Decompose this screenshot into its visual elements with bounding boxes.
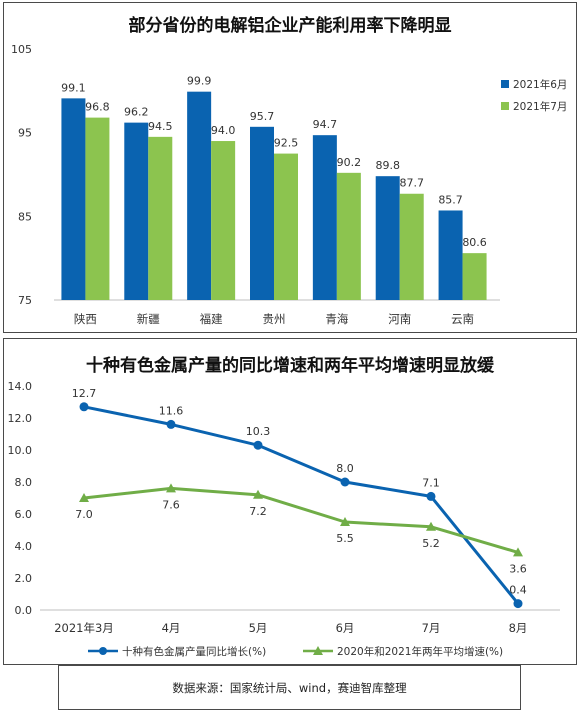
bar-jul-c2 — [211, 141, 236, 300]
point-s1-c0 — [79, 493, 89, 502]
bar-jul-c4 — [336, 172, 361, 300]
x-tick-label-c0: 2021年3月 — [54, 621, 114, 635]
point-s1-c1 — [166, 483, 176, 493]
point-s0-c0 — [79, 402, 89, 412]
y-tick-label-0: 75 — [18, 294, 32, 307]
bar-jun-c1 — [124, 122, 149, 300]
point-s1-c3 — [340, 517, 350, 526]
x-tick-label-c5: 8月 — [509, 621, 528, 635]
legend-label-0: 十种有色金属产量同比增长(%) — [122, 645, 266, 658]
x-tick-label-c1: 4月 — [162, 621, 181, 635]
bar-chart-panel: 部分省份的电解铝企业产能利用率下降明显 75 85 95 105 陕西 99.1 96.8 新… — [3, 2, 577, 333]
data-label-s1-c4: 5.2 — [422, 537, 440, 550]
data-label-s1-c0: 7.0 — [75, 508, 93, 521]
data-label-jun-c1: 96.2 — [124, 106, 149, 119]
data-label-s0-c4: 7.1 — [422, 476, 440, 489]
data-label-jul-c5: 87.7 — [399, 177, 424, 190]
y-tick-label-7: 14.0 — [8, 380, 33, 393]
point-s0-c5 — [513, 599, 523, 609]
x-tick-label-c0: 陕西 — [74, 312, 97, 326]
line-chart-title: 十种有色金属产量的同比增速和两年平均增速明显放缓 — [86, 356, 494, 376]
bar-jun-c4 — [312, 135, 337, 300]
legend-marker-0 — [99, 647, 107, 655]
data-label-jun-c0: 99.1 — [61, 81, 86, 94]
point-s1-c5 — [513, 547, 523, 557]
x-tick-label-c1: 新疆 — [137, 312, 160, 326]
point-s0-c2 — [253, 440, 263, 450]
data-label-s0-c2: 10.3 — [246, 425, 271, 438]
line-chart: 0.0 2.0 4.0 6.0 8.0 10.0 12.0 14.0 2021年3月 4月 5月 6月… — [8, 380, 560, 658]
bar-chart-title: 部分省份的电解铝企业产能利用率下降明显 — [128, 16, 452, 36]
data-label-s1-c1: 7.6 — [162, 498, 180, 511]
data-label-jun-c5: 89.8 — [375, 159, 400, 172]
data-label-s1-c5: 3.6 — [509, 562, 527, 575]
data-label-s0-c5: 0.4 — [509, 584, 527, 597]
data-label-jun-c2: 99.9 — [187, 75, 212, 88]
bar-jun-c0 — [61, 98, 86, 300]
data-label-jun-c4: 94.7 — [313, 118, 338, 131]
data-label-jul-c0: 96.8 — [85, 101, 110, 114]
bar-jul-c5 — [399, 193, 424, 300]
series-line-1 — [83, 486, 519, 554]
y-tick-label-4: 8.0 — [15, 476, 33, 489]
x-tick-label-c2: 福建 — [200, 312, 223, 326]
point-s0-c1 — [166, 419, 176, 429]
bar-jul-c0 — [85, 117, 110, 301]
x-tick-label-c5: 河南 — [388, 312, 411, 326]
bar-chart: 75 85 95 105 陕西 99.1 96.8 新疆 96.294.5 福建 99.9 94.0 贵… — [11, 43, 567, 326]
bar-jun-c5 — [375, 176, 400, 300]
legend-swatch-1 — [501, 102, 509, 110]
data-label-jun-c3: 95.7 — [250, 110, 275, 123]
data-label-jul-c1: 94.5 — [148, 120, 173, 133]
point-s0-c4 — [426, 491, 436, 501]
x-tick-label-c3: 6月 — [336, 621, 355, 635]
point-s0-c3 — [340, 477, 350, 487]
y-tick-label-3: 105 — [11, 43, 32, 56]
source-note: 数据来源：国家统计局、wind，赛迪智库整理 — [58, 665, 521, 710]
legend-label-1: 2020年和2021年两年平均增速(%) — [337, 645, 503, 658]
bar-jul-c6 — [462, 253, 487, 300]
data-label-jul-c4: 90.2 — [337, 156, 362, 169]
data-label-jul-c6: 80.6 — [462, 236, 487, 249]
bar-jun-c6 — [438, 210, 463, 300]
y-tick-label-1: 85 — [18, 210, 32, 223]
y-tick-label-0: 0.0 — [15, 604, 33, 617]
y-tick-label-2: 4.0 — [15, 540, 33, 553]
data-label-s1-c3: 5.5 — [336, 532, 354, 545]
data-label-jul-c2: 94.0 — [211, 124, 236, 137]
bar-jun-c3 — [250, 126, 274, 300]
x-tick-label-c3: 贵州 — [263, 312, 286, 326]
legend-marker-1 — [313, 646, 323, 655]
data-label-jul-c3: 92.5 — [274, 137, 299, 150]
legend-label-1: 2021年7月 — [513, 100, 567, 113]
x-tick-label-c2: 5月 — [249, 621, 268, 635]
legend-label-0: 2021年6月 — [513, 78, 567, 91]
data-label-s0-c3: 8.0 — [336, 462, 354, 475]
y-tick-label-3: 6.0 — [15, 508, 33, 521]
data-label-jun-c6: 85.7 — [438, 193, 463, 206]
point-s1-c2 — [253, 489, 263, 499]
x-tick-label-c6: 云南 — [451, 312, 474, 326]
data-label-s0-c1: 11.6 — [159, 404, 184, 417]
y-tick-label-5: 10.0 — [8, 444, 33, 457]
point-s1-c4 — [426, 521, 436, 531]
data-label-s0-c0: 12.7 — [72, 387, 97, 400]
y-tick-label-6: 12.0 — [8, 412, 33, 425]
series-line-0 — [83, 405, 520, 605]
legend-swatch-0 — [501, 80, 509, 88]
bar-jun-c2 — [187, 91, 212, 300]
x-tick-label-c4: 7月 — [422, 621, 441, 635]
data-label-s1-c2: 7.2 — [249, 505, 267, 518]
bar-jul-c3 — [274, 153, 298, 300]
bar-jul-c1 — [148, 136, 173, 300]
line-chart-panel: 十种有色金属产量的同比增速和两年平均增速明显放缓 0.0 2.0 4.0 6.0 8.0… — [3, 338, 577, 665]
y-tick-label-1: 2.0 — [15, 572, 33, 585]
y-tick-label-2: 95 — [18, 127, 32, 140]
x-tick-label-c4: 青海 — [325, 312, 348, 326]
